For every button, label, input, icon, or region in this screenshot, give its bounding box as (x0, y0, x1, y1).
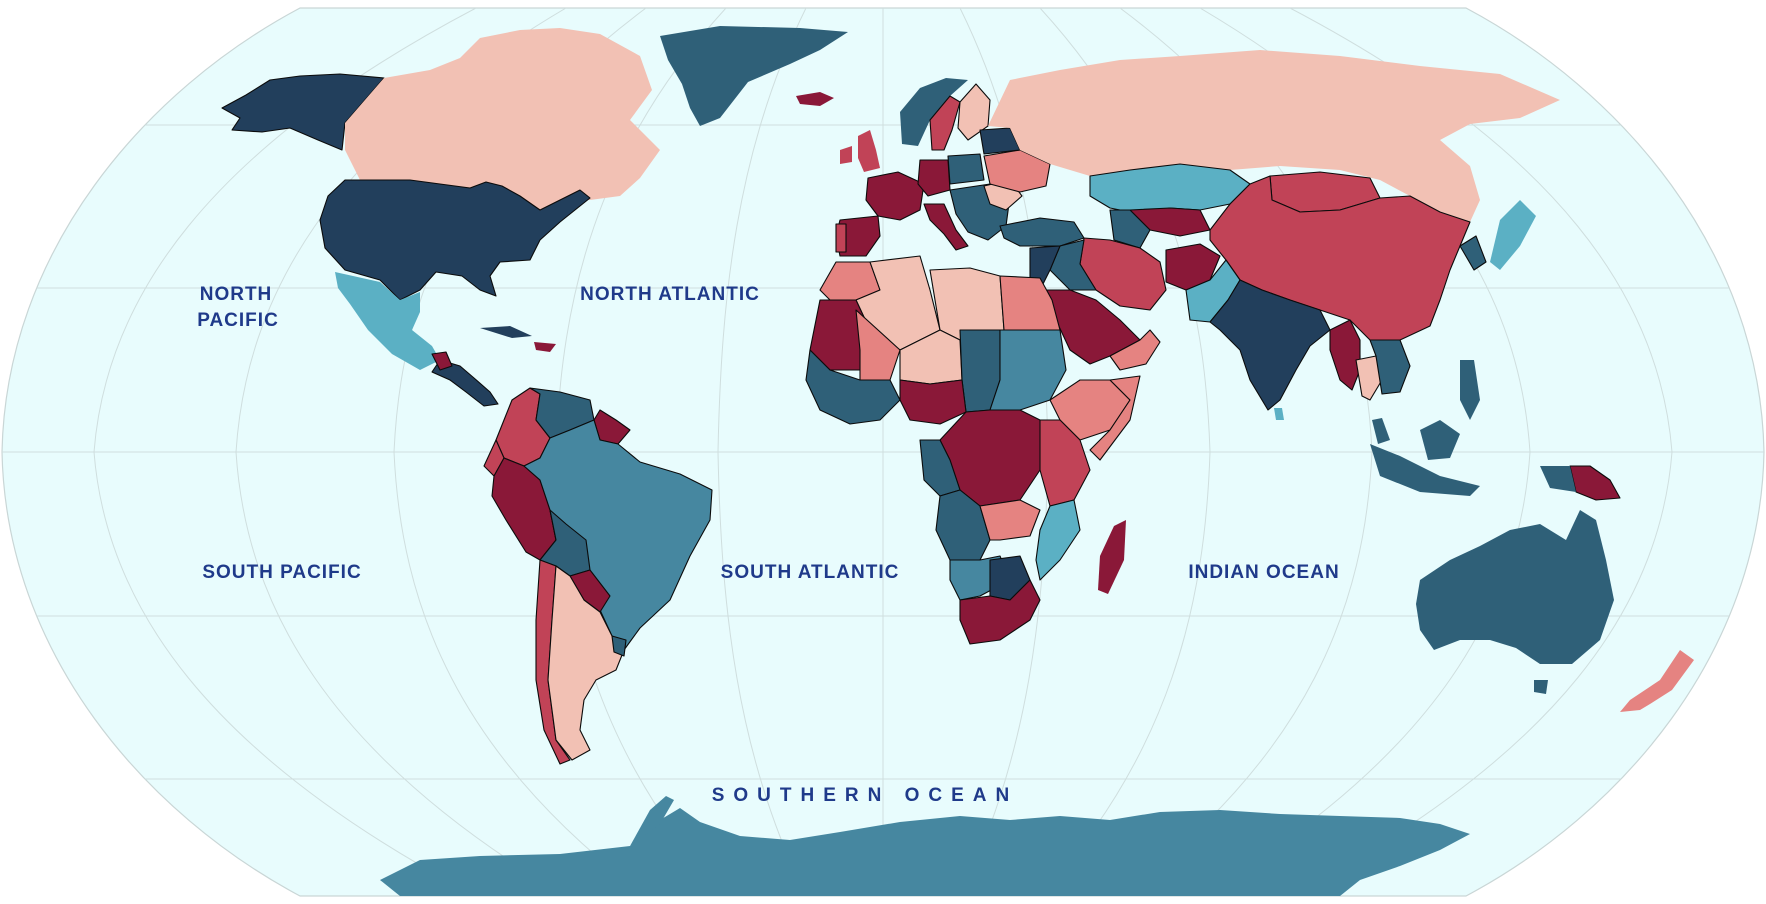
ocean-labels: NORTH PACIFIC NORTH ATLANTIC SOUTH PACIF… (197, 284, 1339, 806)
country-portugal[interactable] (835, 223, 847, 253)
country-italy[interactable] (923, 203, 969, 251)
country-hispaniola[interactable] (534, 342, 556, 352)
country-norway[interactable] (900, 78, 968, 146)
country-uk[interactable] (858, 130, 880, 172)
country-somalia[interactable] (1089, 375, 1141, 461)
country-indonesia[interactable] (1370, 444, 1480, 496)
country-indochina[interactable] (1369, 339, 1411, 395)
country-philippines[interactable] (1460, 360, 1480, 420)
antarctic-peninsula (630, 796, 674, 846)
country-cuba[interactable] (480, 326, 532, 338)
country-central-america[interactable] (431, 359, 499, 407)
country-tasmania[interactable] (1534, 680, 1548, 694)
label-south-pacific: SOUTH PACIFIC (202, 562, 361, 583)
country-madagascar[interactable] (1098, 520, 1126, 594)
label-southern-ocean: SOUTHERN OCEAN (712, 785, 1019, 806)
country-libya[interactable] (929, 267, 1005, 341)
country-france[interactable] (865, 171, 925, 221)
countries (221, 26, 1694, 896)
country-poland[interactable] (947, 153, 985, 185)
country-oman-yemen[interactable] (1109, 329, 1161, 371)
graticule (2, 8, 1764, 896)
country-myanmar[interactable] (1329, 319, 1361, 391)
country-alaska[interactable] (221, 73, 385, 151)
label-north-pacific-line2: PACIFIC (197, 310, 279, 331)
country-korea[interactable] (1459, 235, 1487, 271)
country-sweden[interactable] (929, 95, 961, 151)
label-north-atlantic: NORTH ATLANTIC (580, 284, 760, 305)
country-turkey[interactable] (999, 217, 1085, 247)
country-mozambique[interactable] (1035, 499, 1081, 581)
label-north-pacific-line1: NORTH (200, 284, 273, 305)
country-greenland[interactable] (660, 26, 848, 126)
country-uruguay[interactable] (611, 635, 627, 657)
country-russia[interactable] (988, 50, 1560, 222)
country-zambia[interactable] (979, 499, 1041, 541)
country-argentina[interactable] (547, 565, 625, 761)
country-guatemala[interactable] (431, 351, 453, 371)
country-japan[interactable] (1490, 200, 1536, 270)
country-ireland[interactable] (840, 146, 852, 164)
country-germany[interactable] (917, 159, 951, 197)
country-mexico[interactable] (335, 272, 440, 370)
country-new-guinea-west[interactable] (1540, 466, 1576, 492)
country-angola[interactable] (935, 489, 991, 561)
country-antarctica[interactable] (380, 808, 1470, 896)
country-australia[interactable] (1416, 510, 1614, 664)
country-west-africa[interactable] (805, 349, 901, 425)
country-turkmen[interactable] (1109, 209, 1151, 249)
country-nigeria[interactable] (899, 379, 967, 425)
country-sri-lanka[interactable] (1274, 408, 1284, 420)
country-egypt[interactable] (999, 275, 1061, 331)
country-borneo[interactable] (1420, 420, 1460, 460)
country-india[interactable] (1209, 279, 1331, 411)
country-canada[interactable] (345, 28, 660, 210)
label-indian-ocean: INDIAN OCEAN (1188, 562, 1339, 583)
country-kenya-tanzania[interactable] (1039, 419, 1091, 507)
country-south-africa[interactable] (959, 579, 1041, 645)
country-thailand[interactable] (1355, 355, 1383, 401)
country-sudan[interactable] (989, 329, 1067, 411)
country-new-zealand[interactable] (1620, 650, 1694, 712)
country-usa[interactable] (319, 179, 591, 301)
country-malaysia[interactable] (1372, 418, 1390, 444)
label-south-atlantic: SOUTH ATLANTIC (721, 562, 900, 583)
country-kazakhstan[interactable] (1089, 163, 1251, 215)
country-iceland[interactable] (796, 92, 834, 106)
